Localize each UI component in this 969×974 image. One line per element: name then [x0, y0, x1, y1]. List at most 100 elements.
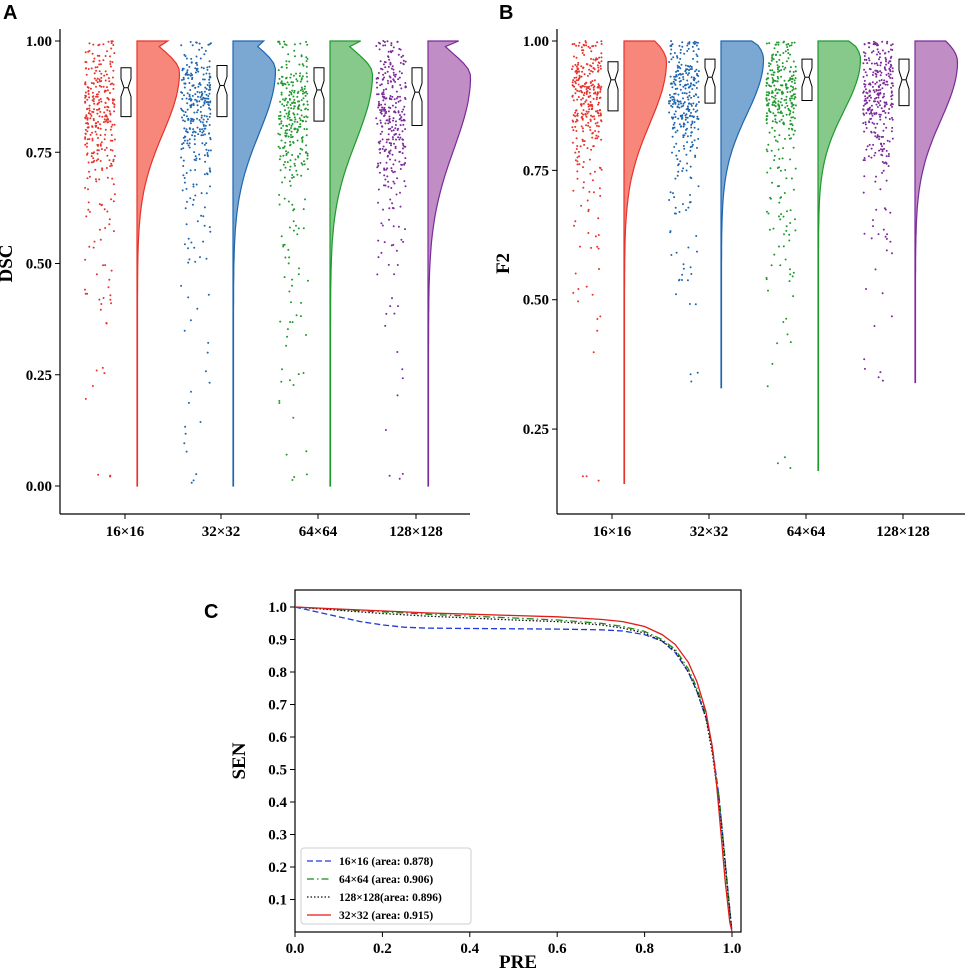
data-point [681, 114, 684, 117]
data-point [888, 75, 890, 78]
data-point [862, 75, 865, 78]
data-point [306, 75, 308, 78]
data-point [205, 93, 208, 96]
data-point [576, 177, 579, 180]
data-point [399, 99, 402, 102]
data-point [203, 154, 206, 157]
data-point [890, 315, 893, 318]
data-point [593, 68, 596, 71]
data-point [278, 42, 281, 45]
data-point [205, 192, 208, 195]
data-point [765, 115, 768, 118]
data-point [885, 149, 888, 152]
data-point [672, 103, 674, 105]
data-point [290, 301, 292, 304]
data-point [773, 129, 776, 132]
data-point [865, 102, 868, 105]
data-point [696, 72, 698, 75]
data-point [875, 89, 878, 92]
data-point [203, 78, 206, 81]
data-point [886, 40, 889, 43]
data-point [863, 130, 866, 133]
data-point [278, 40, 281, 43]
data-point [597, 103, 600, 106]
data-point [790, 44, 793, 47]
category-group-1: 32×32 [668, 40, 765, 540]
data-point [778, 107, 781, 110]
data-point [571, 65, 574, 68]
data-point [781, 157, 784, 160]
x-tick-label: 0.6 [548, 941, 567, 957]
data-point [106, 86, 108, 89]
data-point [86, 86, 89, 89]
data-point [599, 65, 602, 67]
data-point [874, 126, 877, 129]
data-point [692, 50, 695, 53]
data-point [297, 105, 300, 108]
data-point [678, 61, 681, 64]
data-point [872, 50, 875, 53]
data-point [193, 138, 196, 141]
data-point [300, 99, 303, 102]
data-point [591, 179, 594, 182]
data-point [92, 119, 95, 122]
data-point [194, 131, 197, 134]
data-point [689, 176, 692, 179]
data-point [293, 116, 296, 119]
data-point [771, 103, 774, 106]
data-point [280, 139, 283, 142]
data-point [864, 95, 867, 98]
data-point [767, 289, 769, 292]
data-point [189, 97, 192, 100]
data-point [187, 77, 190, 80]
data-point [678, 100, 680, 103]
data-point [870, 130, 873, 133]
data-point [199, 106, 202, 108]
data-point [889, 66, 892, 69]
data-point [783, 233, 785, 236]
data-point [792, 103, 795, 106]
data-point [92, 157, 95, 160]
data-point [204, 370, 207, 373]
data-point [207, 149, 210, 152]
violin-cloud [232, 40, 276, 487]
data-point [208, 115, 211, 118]
data-point [202, 78, 204, 81]
data-point [113, 155, 116, 157]
data-point [599, 109, 602, 111]
data-point [285, 60, 288, 63]
data-point [110, 162, 113, 165]
data-point [94, 130, 97, 133]
data-point [674, 131, 677, 134]
data-point [197, 95, 199, 98]
data-point [770, 149, 773, 152]
data-point [106, 121, 109, 124]
data-point [792, 60, 795, 63]
data-point [92, 82, 95, 85]
data-point [584, 82, 587, 85]
data-point [200, 116, 203, 119]
data-point [396, 264, 399, 266]
data-point [299, 42, 302, 45]
data-point [693, 95, 695, 98]
data-point [205, 72, 208, 75]
data-point [110, 134, 113, 136]
data-point [884, 208, 887, 211]
data-point [105, 322, 108, 325]
data-point [885, 179, 888, 182]
data-point [209, 76, 212, 79]
data-point [304, 120, 307, 123]
data-point [399, 61, 402, 64]
data-point [104, 133, 107, 136]
data-point [290, 73, 293, 76]
data-point [690, 123, 693, 126]
data-point [780, 69, 783, 71]
data-point [870, 104, 873, 107]
data-point [891, 105, 893, 108]
data-point [387, 122, 390, 125]
data-point [390, 51, 393, 54]
data-point [677, 170, 680, 173]
data-point [585, 124, 587, 127]
data-point [280, 122, 283, 125]
data-point [187, 237, 190, 240]
